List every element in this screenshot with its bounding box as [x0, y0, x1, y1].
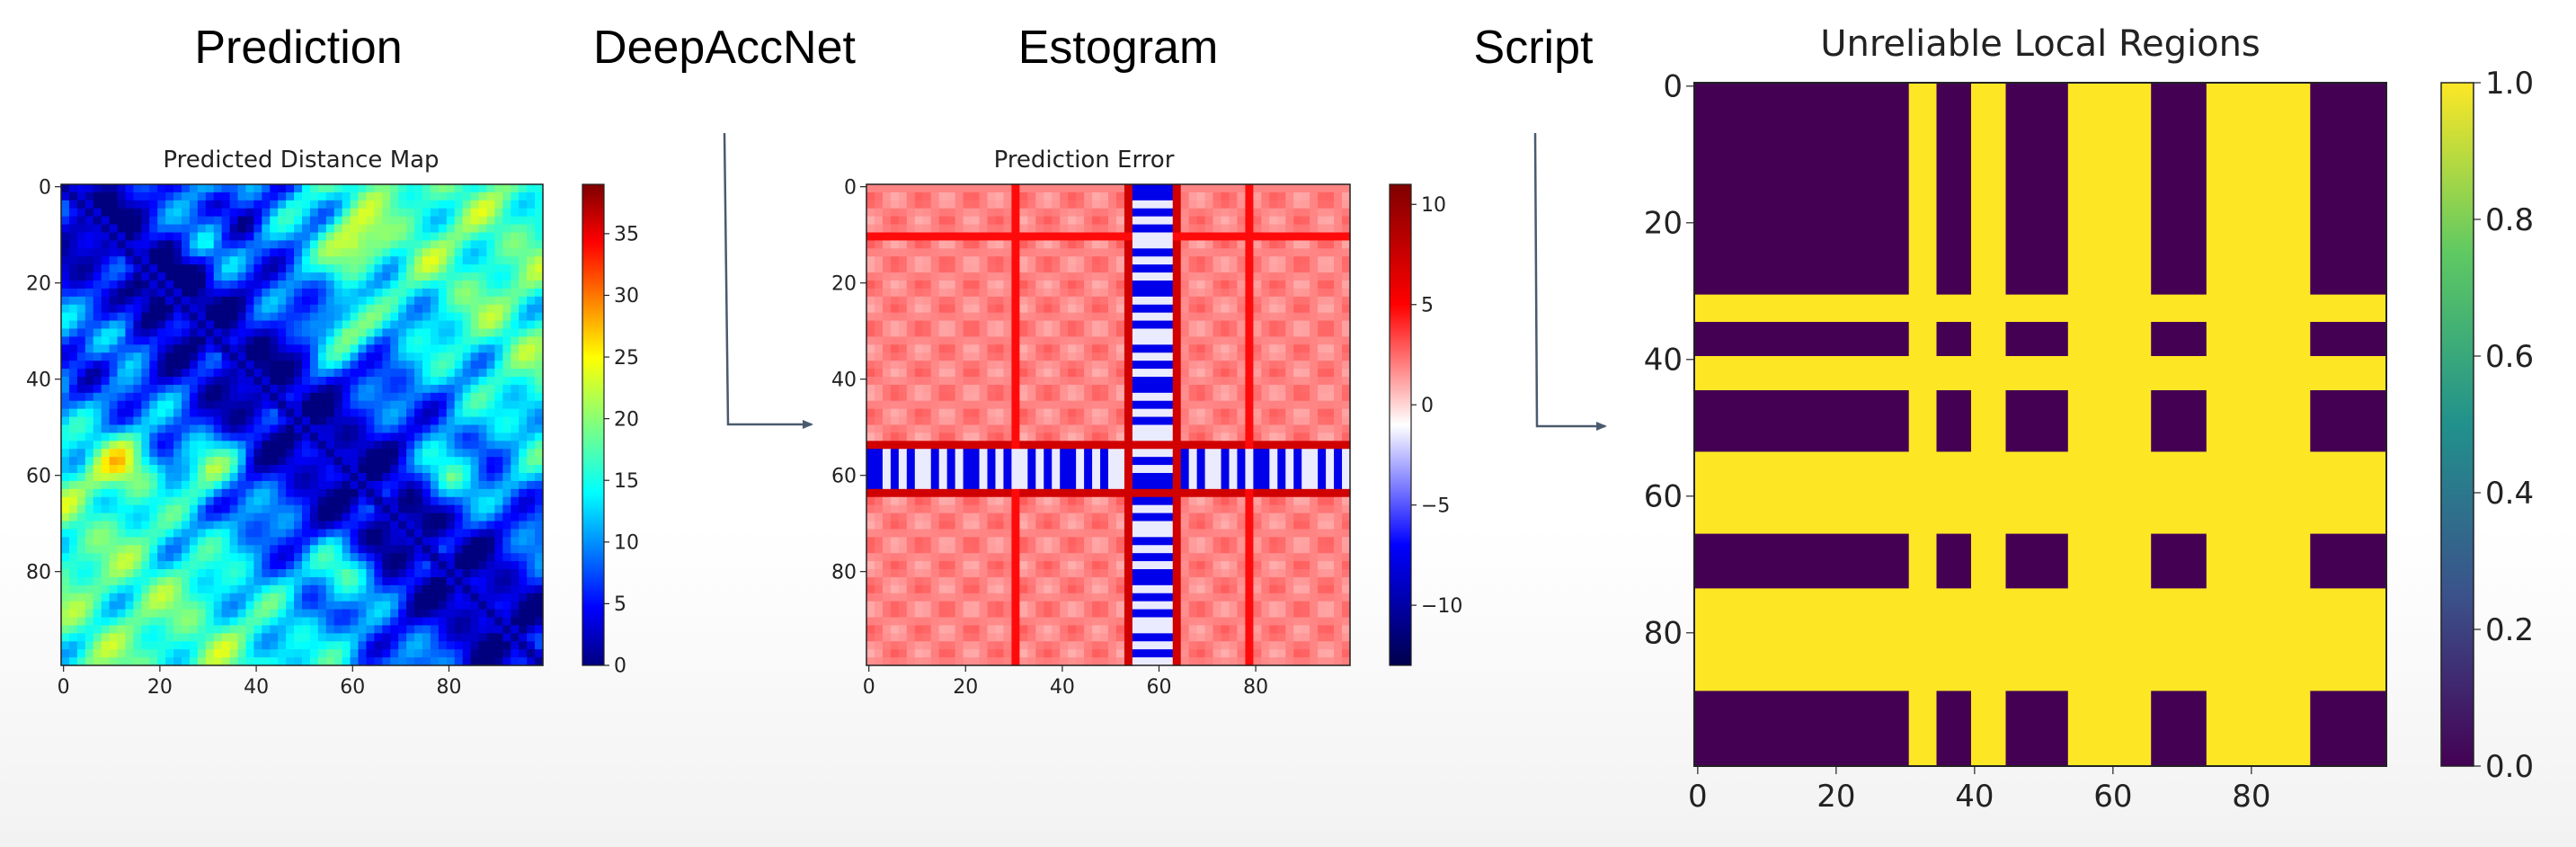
stage-label-estogram: Estogram	[1018, 22, 1219, 74]
x-tick-label: 0	[1688, 779, 1708, 815]
colorbar-tick-label: 35	[614, 224, 639, 246]
colorbar-tick-label: 25	[614, 347, 639, 370]
y-tick-label: 60	[26, 465, 51, 487]
panel-title-error: Prediction Error	[994, 147, 1175, 174]
stage-label-script: Script	[1474, 22, 1594, 74]
colorbar-tick-label: 0.4	[2485, 476, 2534, 512]
x-tick-label: 0	[863, 676, 875, 699]
colorbar-tick-label: 5	[614, 593, 626, 616]
unreliable-row-band	[1694, 588, 2386, 691]
y-tick-label: 40	[1644, 343, 1683, 379]
stage-label-prediction: Prediction	[194, 22, 402, 74]
colorbar-tick-label: 30	[614, 285, 639, 308]
x-tick-label: 60	[2093, 779, 2132, 815]
x-tick-label: 80	[436, 676, 461, 699]
y-tick-label: 40	[831, 369, 857, 391]
colorbar-tick-label: 0.0	[2485, 749, 2534, 785]
distance-colorbar-ticks: 0 5 10 15 20 25 30 35	[604, 224, 639, 678]
x-tick-label: 20	[1817, 779, 1855, 815]
colorbar-tick-label: −10	[1421, 595, 1462, 618]
arrow-script	[1533, 132, 1607, 431]
x-tick-label: 80	[2232, 779, 2270, 815]
colorbar-tick-label: 0.8	[2485, 202, 2534, 238]
y-tick-label: 20	[1644, 206, 1683, 242]
x-tick-label: 20	[147, 676, 173, 699]
colorbar-tick-label: 5	[1421, 294, 1434, 317]
y-tick-label: 60	[831, 465, 857, 487]
colorbar-tick-label: 1.0	[2485, 66, 2534, 102]
y-tick-label: 80	[1644, 616, 1683, 652]
colorbar-tick-label: 10	[1421, 194, 1446, 217]
colorbar-tick-label: 0.2	[2485, 612, 2534, 648]
colorbar-tick-label: 20	[614, 408, 639, 431]
colorbar-tick-label: 10	[614, 532, 639, 555]
panel-title-regions: Unreliable Local Regions	[1820, 23, 2261, 65]
panel-unreliable-regions: Unreliable Local Regions 0 0 20 20 40 40 60 60 8…	[1644, 23, 2534, 815]
x-tick-label: 60	[340, 676, 365, 699]
panel-title-distance: Predicted Distance Map	[163, 147, 439, 174]
y-tick-label: 0	[1663, 69, 1683, 105]
y-tick-label: 80	[831, 561, 857, 584]
colorbar-tick-label: 15	[614, 470, 639, 493]
y-tick-label: 20	[26, 272, 51, 295]
panel-prediction-error: Prediction Error 0 0 20 20 40 40 60 60 80 80 10 5 0…	[831, 147, 1462, 699]
y-tick-label: 0	[844, 176, 857, 199]
x-tick-label: 0	[58, 676, 70, 699]
y-tick-label: 80	[26, 561, 51, 584]
y-tick-label: 60	[1644, 479, 1683, 515]
error-colorbar	[1389, 183, 1412, 666]
distance-heatmap	[61, 184, 544, 666]
colorbar-tick-label: 0.6	[2485, 339, 2534, 375]
x-tick-label: 60	[1146, 676, 1171, 699]
x-tick-label: 40	[1050, 676, 1075, 699]
distance-colorbar	[582, 183, 605, 666]
error-axis-ticks: 0 0 20 20 40 40 60 60 80 80	[831, 176, 1268, 699]
colorbar-tick-label: 0	[1421, 395, 1434, 417]
error-heatmap	[866, 184, 1351, 666]
panel-distance-map: Predicted Distance Map 0 0 20 20 40 40 60 60 80 8…	[26, 147, 639, 699]
y-tick-label: 0	[39, 176, 51, 199]
colorbar-tick-label: 0	[614, 655, 626, 678]
regions-colorbar	[2440, 82, 2474, 767]
stage-label-deepaccnet: DeepAccNet	[593, 22, 856, 74]
x-tick-label: 80	[1243, 676, 1268, 699]
arrow-deepaccnet	[723, 132, 813, 429]
x-tick-label: 20	[953, 676, 978, 699]
y-tick-label: 20	[831, 272, 857, 295]
regions-heatmap	[1694, 83, 2386, 766]
distance-axis-ticks: 0 0 20 20 40 40 60 60 80 80	[26, 176, 461, 699]
regions-colorbar-ticks: 1.0 0.8 0.6 0.4 0.2 0.0	[2474, 66, 2534, 785]
x-tick-label: 40	[1955, 779, 1994, 815]
error-colorbar-ticks: 10 5 0 −5 −10	[1411, 194, 1462, 618]
regions-axis-ticks: 0 0 20 20 40 40 60 60 80 80	[1644, 69, 2271, 815]
y-tick-label: 40	[26, 369, 51, 391]
x-tick-label: 40	[244, 676, 269, 699]
colorbar-tick-label: −5	[1421, 495, 1450, 517]
